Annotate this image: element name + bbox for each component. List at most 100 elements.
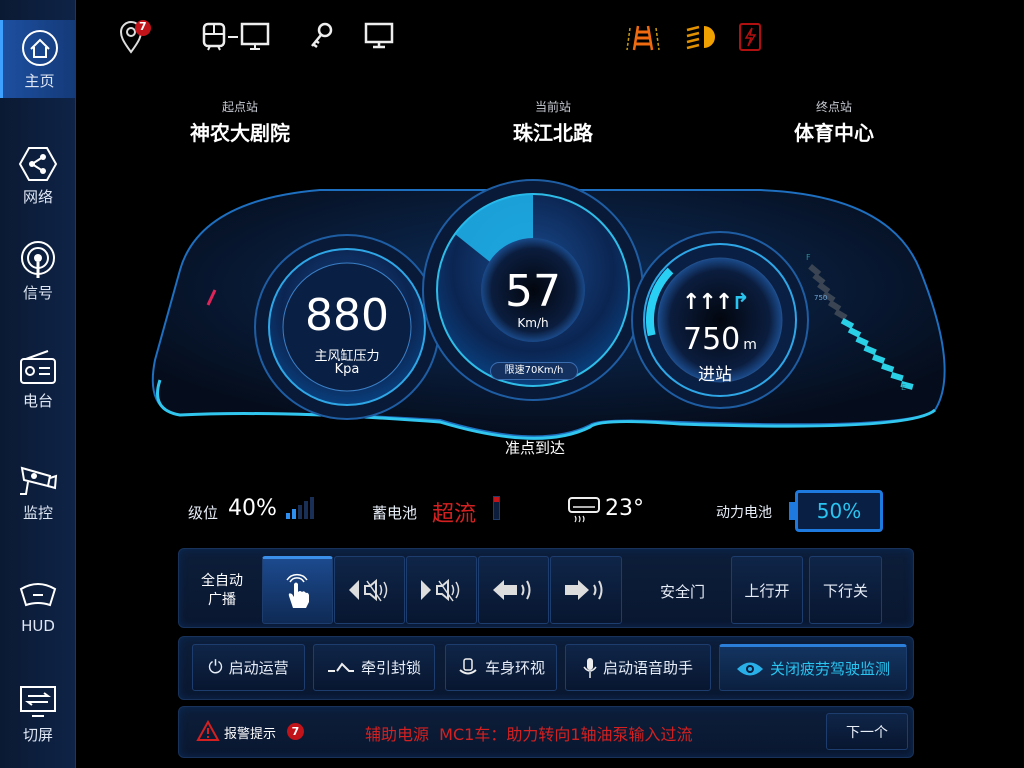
- train-monitor-icon[interactable]: [200, 22, 272, 52]
- broadcast-label-line2: 广播: [208, 592, 236, 608]
- sidebar-item-label: 监控: [22, 503, 53, 522]
- headlight-icon: [686, 25, 715, 50]
- pressure-label: 主风缸压力: [314, 349, 380, 364]
- location-button[interactable]: 7: [118, 20, 152, 60]
- power-fault-icon: [739, 23, 761, 51]
- level-bar-segment: [822, 291, 836, 303]
- level-bar-segment: [298, 505, 302, 519]
- bar-bottom-label: E: [901, 383, 906, 392]
- pressure-value: 880: [305, 290, 389, 341]
- start-operation-button[interactable]: ⏻ 启动运营: [192, 644, 305, 691]
- key-icon[interactable]: [308, 22, 334, 50]
- signal-icon: [21, 240, 55, 278]
- sidebar-item-label: 切屏: [22, 725, 53, 744]
- up-door-open-button[interactable]: 上行开: [731, 556, 803, 624]
- track-warning-icon: [626, 25, 660, 51]
- monitor-icon[interactable]: [364, 22, 394, 50]
- bar-top-label: F: [806, 253, 811, 262]
- start-station: 起点站 神农大剧院: [140, 98, 340, 146]
- hud-icon: [19, 583, 57, 607]
- touch-icon: [285, 573, 309, 608]
- level-bars-icon: [286, 497, 314, 519]
- sidebar-item-label: 信号: [22, 283, 53, 302]
- power-battery-indicator: 50%: [795, 490, 883, 532]
- speed-limit-badge: 限速70Km/h: [490, 362, 578, 380]
- touch-broadcast-button[interactable]: [262, 556, 333, 624]
- right-mute-button[interactable]: [406, 556, 477, 624]
- safety-door-label: 安全门: [660, 583, 706, 601]
- left-sound-button[interactable]: [478, 556, 549, 624]
- warning-icon: [196, 720, 220, 741]
- sidebar-item-label: 网络: [22, 187, 53, 206]
- end-station: 终点站 体育中心: [734, 98, 934, 146]
- auto-broadcast-label: 全自动 广播: [196, 572, 248, 610]
- left-mute-icon: [348, 578, 387, 602]
- right-mute-icon: [420, 578, 459, 602]
- level-bar-segment: [834, 309, 848, 321]
- speed-unit: Km/h: [517, 316, 549, 330]
- power-icon: ⏻: [208, 657, 223, 678]
- level-bar-segment: [827, 299, 842, 312]
- level-bar-segment: [310, 497, 314, 519]
- level-bar-segment: [855, 335, 869, 347]
- traction-lock-button[interactable]: 牵引封锁: [313, 644, 435, 691]
- battery-label: 蓄电池: [372, 504, 418, 522]
- left-mute-button[interactable]: [334, 556, 405, 624]
- level-bar-segment: [872, 354, 886, 364]
- level-value: 40%: [228, 496, 277, 521]
- level-bar-segment: [890, 372, 904, 382]
- sidebar-item-label: 主页: [24, 71, 55, 90]
- button-label: 启动运营: [228, 659, 289, 677]
- pressure-unit: Kpa: [334, 362, 360, 377]
- sidebar-item-signal[interactable]: 信号: [0, 232, 76, 310]
- level-bar-segment: [812, 272, 826, 286]
- right-sound-icon: [565, 580, 603, 600]
- air-conditioner-icon: [568, 497, 600, 523]
- button-label: 车身环视: [484, 659, 545, 677]
- home-icon: [21, 29, 58, 66]
- current-station: 当前站 珠江北路: [453, 98, 653, 146]
- fatigue-monitor-button[interactable]: 关闭疲劳驾驶监测: [719, 644, 907, 691]
- traction-lock-icon: [327, 661, 354, 672]
- level-bar-segment: [863, 345, 877, 356]
- sidebar-item-hud[interactable]: HUD: [0, 566, 76, 644]
- surround-view-icon: [459, 657, 477, 674]
- network-icon: [18, 146, 58, 181]
- right-sound-button[interactable]: [550, 556, 622, 624]
- instrument-cluster: F 750 E: [151, 179, 946, 440]
- level-bar-segment: [808, 263, 822, 277]
- distance-value: 750: [683, 322, 741, 357]
- battery-level-indicator: [493, 496, 500, 520]
- button-label: 牵引封锁: [360, 659, 421, 677]
- button-label: 关闭疲劳驾驶监测: [769, 660, 890, 678]
- voice-assistant-button[interactable]: 启动语音助手: [565, 644, 711, 691]
- sidebar-item-monitor[interactable]: 监控: [0, 452, 76, 530]
- sidebar-item-switch-screen[interactable]: 切屏: [0, 674, 76, 752]
- switch-screen-icon: [20, 685, 56, 717]
- speed-value: 57: [505, 266, 561, 317]
- distance-display: 750 m: [683, 322, 757, 357]
- next-alarm-button[interactable]: 下一个: [826, 713, 908, 750]
- sidebar-item-network[interactable]: 网络: [0, 136, 76, 214]
- down-door-close-button[interactable]: 下行关: [809, 556, 882, 624]
- ac-temperature: 23°: [605, 496, 644, 521]
- current-station-label: 当前站: [534, 100, 571, 114]
- distance-unit: m: [743, 337, 757, 353]
- alarm-message: 辅助电源 MC1车：助力转向1轴油泵输入过流: [365, 725, 693, 744]
- distance-arc: [646, 267, 674, 337]
- current-station-name: 珠江北路: [513, 121, 593, 145]
- sidebar-item-home[interactable]: 主页: [0, 20, 76, 98]
- sidebar-item-radio[interactable]: 电台: [0, 340, 76, 418]
- location-badge: 7: [139, 20, 147, 33]
- level-label: 级位: [188, 504, 219, 522]
- broadcast-label-line1: 全自动: [201, 573, 243, 589]
- camera-icon: [20, 466, 58, 495]
- level-bar-segment: [292, 509, 296, 519]
- level-bar-segment: [840, 318, 855, 329]
- end-station-name: 体育中心: [794, 121, 874, 145]
- power-battery-label: 动力电池: [716, 505, 772, 521]
- level-bar-segment: [286, 513, 290, 519]
- surround-view-button[interactable]: 车身环视: [445, 644, 557, 691]
- power-battery-value: 50%: [816, 499, 862, 523]
- end-station-label: 终点站: [815, 100, 852, 114]
